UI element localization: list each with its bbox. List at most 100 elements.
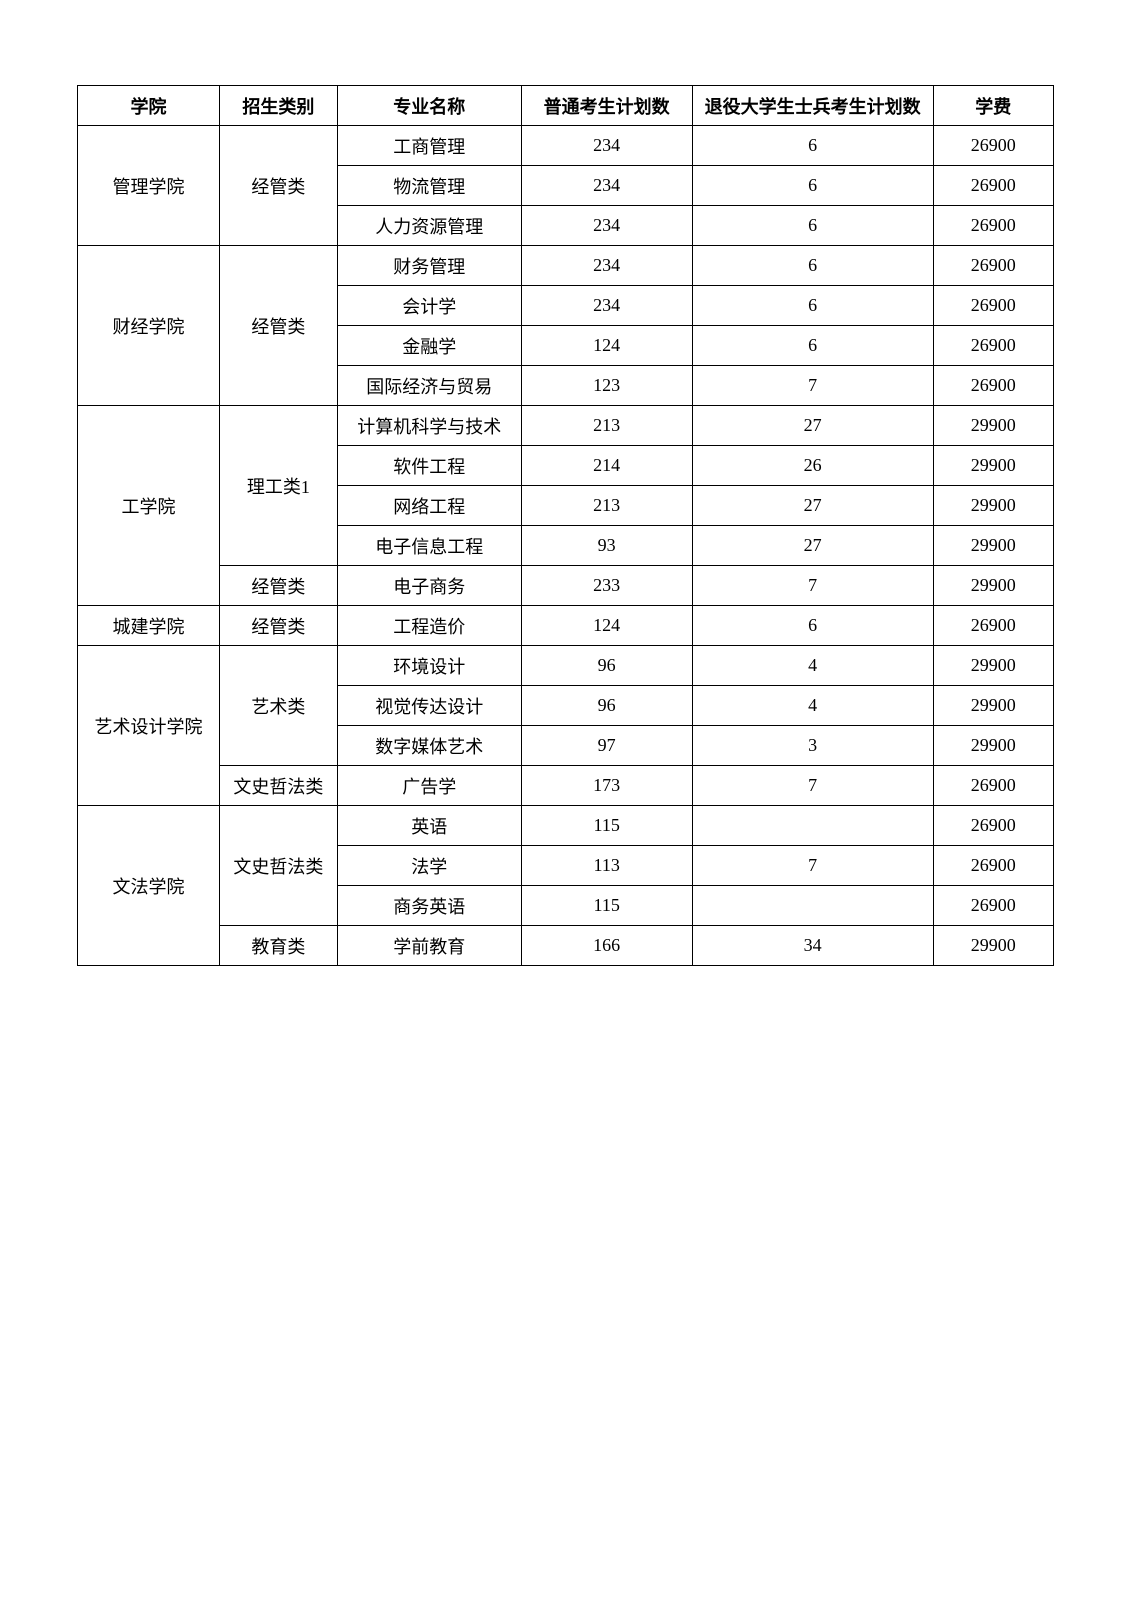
cell-tuition: 26900 xyxy=(933,806,1053,846)
cell-veteran-count: 4 xyxy=(692,686,933,726)
cell-major: 物流管理 xyxy=(337,166,521,206)
enrollment-plan-table: 学院 招生类别 专业名称 普通考生计划数 退役大学生士兵考生计划数 学费 管理学… xyxy=(77,85,1054,966)
cell-veteran-count: 27 xyxy=(692,486,933,526)
cell-college: 工学院 xyxy=(78,406,220,606)
cell-major: 视觉传达设计 xyxy=(337,686,521,726)
cell-tuition: 26900 xyxy=(933,246,1053,286)
cell-veteran-count xyxy=(692,806,933,846)
cell-major: 网络工程 xyxy=(337,486,521,526)
cell-regular-count: 173 xyxy=(521,766,692,806)
cell-major: 软件工程 xyxy=(337,446,521,486)
cell-tuition: 26900 xyxy=(933,326,1053,366)
cell-tuition: 29900 xyxy=(933,926,1053,966)
table-row: 经管类电子商务233729900 xyxy=(78,566,1054,606)
table-row: 艺术设计学院艺术类环境设计96429900 xyxy=(78,646,1054,686)
cell-major: 计算机科学与技术 xyxy=(337,406,521,446)
cell-veteran-count: 6 xyxy=(692,286,933,326)
cell-major: 工程造价 xyxy=(337,606,521,646)
cell-veteran-count: 27 xyxy=(692,406,933,446)
cell-major: 学前教育 xyxy=(337,926,521,966)
table-body: 管理学院经管类工商管理234626900物流管理234626900人力资源管理2… xyxy=(78,126,1054,966)
cell-veteran-count xyxy=(692,886,933,926)
header-category: 招生类别 xyxy=(219,86,337,126)
cell-tuition: 26900 xyxy=(933,846,1053,886)
cell-tuition: 26900 xyxy=(933,166,1053,206)
cell-major: 英语 xyxy=(337,806,521,846)
cell-category: 经管类 xyxy=(219,566,337,606)
cell-major: 金融学 xyxy=(337,326,521,366)
cell-category: 经管类 xyxy=(219,606,337,646)
cell-regular-count: 124 xyxy=(521,606,692,646)
cell-tuition: 29900 xyxy=(933,486,1053,526)
header-major: 专业名称 xyxy=(337,86,521,126)
cell-tuition: 26900 xyxy=(933,366,1053,406)
cell-major: 广告学 xyxy=(337,766,521,806)
cell-veteran-count: 26 xyxy=(692,446,933,486)
header-regular-count: 普通考生计划数 xyxy=(521,86,692,126)
cell-major: 环境设计 xyxy=(337,646,521,686)
cell-regular-count: 97 xyxy=(521,726,692,766)
cell-tuition: 26900 xyxy=(933,606,1053,646)
cell-major: 国际经济与贸易 xyxy=(337,366,521,406)
cell-regular-count: 234 xyxy=(521,126,692,166)
cell-major: 电子信息工程 xyxy=(337,526,521,566)
cell-tuition: 26900 xyxy=(933,886,1053,926)
cell-regular-count: 213 xyxy=(521,486,692,526)
cell-veteran-count: 34 xyxy=(692,926,933,966)
cell-veteran-count: 6 xyxy=(692,606,933,646)
cell-veteran-count: 7 xyxy=(692,766,933,806)
cell-regular-count: 115 xyxy=(521,886,692,926)
cell-veteran-count: 4 xyxy=(692,646,933,686)
cell-college: 艺术设计学院 xyxy=(78,646,220,806)
cell-college: 城建学院 xyxy=(78,606,220,646)
cell-category: 教育类 xyxy=(219,926,337,966)
cell-regular-count: 96 xyxy=(521,686,692,726)
cell-tuition: 29900 xyxy=(933,446,1053,486)
cell-tuition: 26900 xyxy=(933,206,1053,246)
cell-major: 会计学 xyxy=(337,286,521,326)
cell-major: 商务英语 xyxy=(337,886,521,926)
cell-regular-count: 214 xyxy=(521,446,692,486)
cell-tuition: 29900 xyxy=(933,566,1053,606)
cell-veteran-count: 6 xyxy=(692,206,933,246)
cell-tuition: 29900 xyxy=(933,726,1053,766)
cell-veteran-count: 6 xyxy=(692,246,933,286)
cell-major: 工商管理 xyxy=(337,126,521,166)
cell-veteran-count: 7 xyxy=(692,366,933,406)
cell-major: 财务管理 xyxy=(337,246,521,286)
cell-regular-count: 96 xyxy=(521,646,692,686)
cell-regular-count: 113 xyxy=(521,846,692,886)
cell-regular-count: 234 xyxy=(521,166,692,206)
cell-regular-count: 234 xyxy=(521,286,692,326)
cell-regular-count: 115 xyxy=(521,806,692,846)
table-row: 教育类学前教育1663429900 xyxy=(78,926,1054,966)
header-veteran-count: 退役大学生士兵考生计划数 xyxy=(692,86,933,126)
cell-regular-count: 234 xyxy=(521,206,692,246)
table-row: 财经学院经管类财务管理234626900 xyxy=(78,246,1054,286)
table-row: 文法学院文史哲法类英语11526900 xyxy=(78,806,1054,846)
cell-regular-count: 166 xyxy=(521,926,692,966)
cell-tuition: 29900 xyxy=(933,406,1053,446)
cell-major: 数字媒体艺术 xyxy=(337,726,521,766)
cell-category: 文史哲法类 xyxy=(219,806,337,926)
cell-regular-count: 93 xyxy=(521,526,692,566)
cell-veteran-count: 7 xyxy=(692,846,933,886)
cell-regular-count: 234 xyxy=(521,246,692,286)
cell-college: 文法学院 xyxy=(78,806,220,966)
cell-category: 理工类1 xyxy=(219,406,337,566)
cell-veteran-count: 7 xyxy=(692,566,933,606)
cell-category: 文史哲法类 xyxy=(219,766,337,806)
table-row: 管理学院经管类工商管理234626900 xyxy=(78,126,1054,166)
table-header-row: 学院 招生类别 专业名称 普通考生计划数 退役大学生士兵考生计划数 学费 xyxy=(78,86,1054,126)
cell-regular-count: 233 xyxy=(521,566,692,606)
cell-veteran-count: 27 xyxy=(692,526,933,566)
cell-category: 艺术类 xyxy=(219,646,337,766)
cell-major: 电子商务 xyxy=(337,566,521,606)
cell-college: 管理学院 xyxy=(78,126,220,246)
table-row: 文史哲法类广告学173726900 xyxy=(78,766,1054,806)
header-tuition: 学费 xyxy=(933,86,1053,126)
cell-major: 人力资源管理 xyxy=(337,206,521,246)
cell-tuition: 29900 xyxy=(933,646,1053,686)
cell-tuition: 29900 xyxy=(933,526,1053,566)
cell-college: 财经学院 xyxy=(78,246,220,406)
